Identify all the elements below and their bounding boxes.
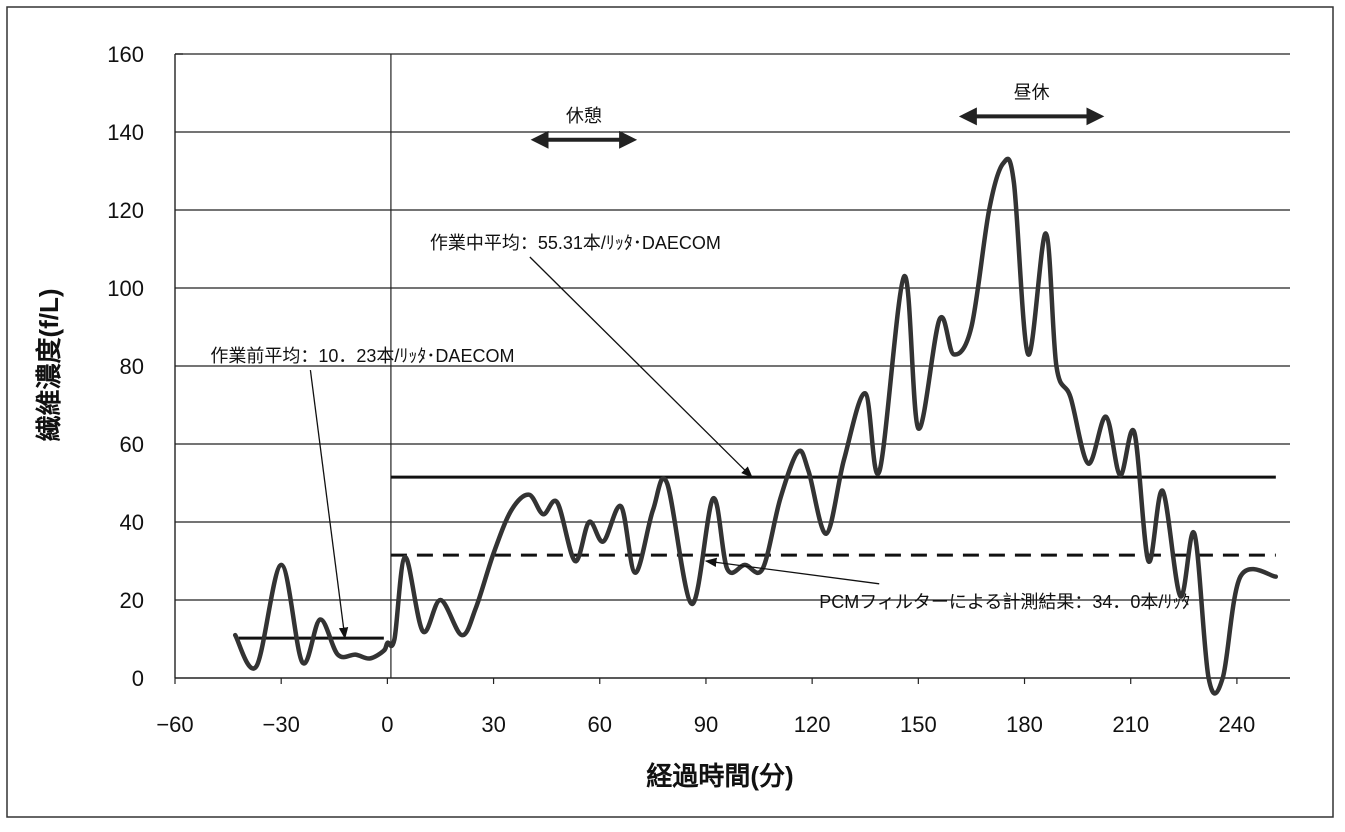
annotation-text-0: 作業前平均：10．23本/ﾘｯﾀ･DAECOM — [210, 346, 514, 366]
annotation-arrow-0 — [309, 370, 349, 640]
y-tick-label-100: 100 — [107, 276, 144, 301]
x-tick-label-120: 120 — [794, 712, 831, 737]
y-tick-label-80: 80 — [120, 354, 144, 379]
x-tick-label-90: 90 — [694, 712, 718, 737]
y-tick-label-140: 140 — [107, 120, 144, 145]
x-tick-label--60: −60 — [156, 712, 193, 737]
period-label-1: 昼休 — [1014, 82, 1050, 102]
annotation-text-1: 作業中平均：55.31本/ﾘｯﾀ･DAECOM — [430, 233, 721, 253]
tick-labels: 0 20 40 60 80 100 120 140 160 −60 −30 0 30 60 90 120 150… — [107, 42, 1255, 737]
x-tick-label-0: 0 — [381, 712, 393, 737]
annotation-arrow-2 — [704, 557, 880, 585]
x-tick-label-30: 30 — [481, 712, 505, 737]
annotation-text-2: PCMフィルターによる計測結果：34．0本/ﾘｯﾀ — [819, 592, 1190, 612]
y-tick-label-120: 120 — [107, 198, 144, 223]
chart-border — [6, 6, 1334, 818]
axes — [174, 53, 1290, 684]
x-tick-label--30: −30 — [263, 712, 300, 737]
grid-lines — [175, 53, 1290, 601]
x-tick-label-180: 180 — [1006, 712, 1043, 737]
data-series — [232, 156, 1279, 696]
y-tick-label-60: 60 — [120, 432, 144, 457]
period-label-0: 休憩 — [566, 106, 602, 126]
x-axis-title: 経過時間(分) — [646, 761, 793, 791]
y-tick-label-40: 40 — [120, 510, 144, 535]
y-tick-label-160: 160 — [107, 42, 144, 67]
y-tick-label-20: 20 — [120, 588, 144, 613]
x-tick-label-210: 210 — [1112, 712, 1149, 737]
y-axis-title: 繊維濃度(f/L) — [34, 288, 64, 441]
x-tick-label-150: 150 — [900, 712, 937, 737]
x-tick-label-240: 240 — [1219, 712, 1256, 737]
y-tick-label-0: 0 — [132, 666, 144, 691]
series-line-0 — [232, 156, 1279, 696]
annotations: 作業前平均：10．23本/ﾘｯﾀ･DAECOM 作業中平均：55.31本/ﾘｯﾀ･… — [210, 82, 1190, 640]
annotation-arrow-1 — [529, 256, 753, 478]
x-tick-label-60: 60 — [588, 712, 612, 737]
